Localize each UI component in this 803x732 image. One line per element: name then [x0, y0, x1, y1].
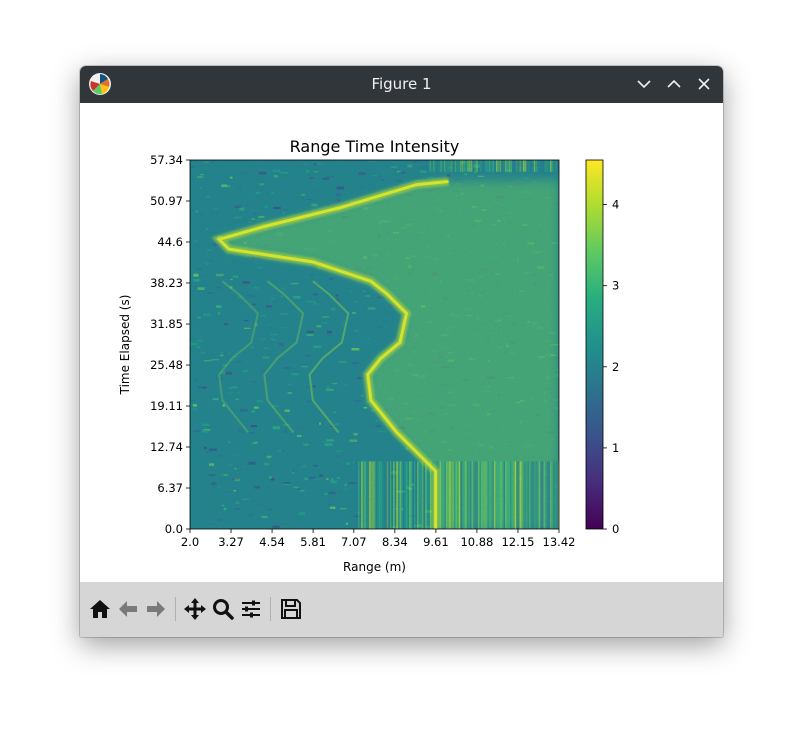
- title-bar[interactable]: Figure 1: [80, 66, 723, 103]
- y-tick-label: 25.48: [150, 358, 183, 372]
- forward-arrow-icon[interactable]: [144, 597, 168, 621]
- y-tick-label: 31.85: [150, 317, 183, 331]
- toolbar-separator: [175, 597, 176, 621]
- y-tick-label: 0.0: [165, 522, 183, 536]
- matplotlib-logo-icon[interactable]: [88, 72, 112, 96]
- chart-title: Range Time Intensity: [290, 137, 460, 156]
- colorbar-tick-label: 1: [612, 441, 619, 455]
- heatmap-image: [190, 160, 559, 529]
- x-tick-label: 13.42: [543, 535, 576, 549]
- x-axis-label: Range (m): [343, 560, 406, 574]
- plot-figure: Range Time Intensity Range (m) Time Elap…: [118, 137, 619, 574]
- configure-subplots-icon[interactable]: [239, 597, 263, 621]
- pan-icon[interactable]: [183, 597, 207, 621]
- x-tick-label: 12.15: [501, 535, 534, 549]
- zoom-icon[interactable]: [211, 597, 235, 621]
- save-icon[interactable]: [279, 597, 303, 621]
- colorbar-ticks: 0 1 2 3 4: [603, 198, 619, 536]
- colorbar-tick-label: 2: [612, 360, 619, 374]
- x-tick-label: 5.81: [300, 535, 326, 549]
- y-tick-label: 57.34: [150, 153, 183, 167]
- x-axis-ticks: 2.0 3.27 4.54 5.81 7.07 8.34 9.61 10.88 12.15 13.…: [181, 529, 576, 549]
- minimize-icon[interactable]: [634, 74, 654, 94]
- y-tick-label: 12.74: [150, 440, 183, 454]
- heatmap-speckle: [558, 221, 559, 225]
- y-tick-label: 44.6: [157, 235, 183, 249]
- navigation-toolbar: [80, 582, 723, 637]
- y-tick-label: 38.23: [150, 276, 183, 290]
- y-tick-label: 50.97: [150, 194, 183, 208]
- colorbar-tick-label: 3: [612, 279, 619, 293]
- heatmap-speckle: [558, 505, 559, 508]
- ghost-ridge: [263, 280, 305, 434]
- ghost-ridge: [308, 280, 350, 434]
- window-title: Figure 1: [371, 75, 432, 93]
- x-tick-label: 8.34: [382, 535, 408, 549]
- x-tick-label: 9.61: [423, 535, 449, 549]
- back-arrow-icon[interactable]: [116, 597, 140, 621]
- x-tick-label: 10.88: [460, 535, 493, 549]
- y-axis-label: Time Elapsed (s): [118, 295, 132, 396]
- y-axis-ticks: 0.0 6.37 12.74 19.11 25.48 31.85 38.23 44.6 50.9…: [150, 153, 190, 536]
- close-icon[interactable]: [694, 74, 714, 94]
- x-tick-label: 4.54: [259, 535, 285, 549]
- toolbar-separator: [270, 597, 271, 621]
- ghost-ridge: [218, 280, 259, 434]
- colorbar-tick-label: 4: [612, 198, 619, 212]
- figure-canvas[interactable]: Range Time Intensity Range (m) Time Elap…: [80, 103, 723, 582]
- x-tick-label: 7.07: [341, 535, 367, 549]
- colorbar-tick-label: 0: [612, 522, 619, 536]
- colorbar: [585, 159, 604, 530]
- home-icon[interactable]: [88, 597, 112, 621]
- y-tick-label: 6.37: [157, 481, 183, 495]
- x-tick-label: 2.0: [181, 535, 199, 549]
- y-tick-label: 19.11: [150, 399, 183, 413]
- figure-window: Figure 1: [80, 66, 723, 637]
- plot-frame: [189, 159, 560, 530]
- maximize-icon[interactable]: [664, 74, 684, 94]
- x-tick-label: 3.27: [218, 535, 244, 549]
- ridge-trace: [216, 180, 449, 529]
